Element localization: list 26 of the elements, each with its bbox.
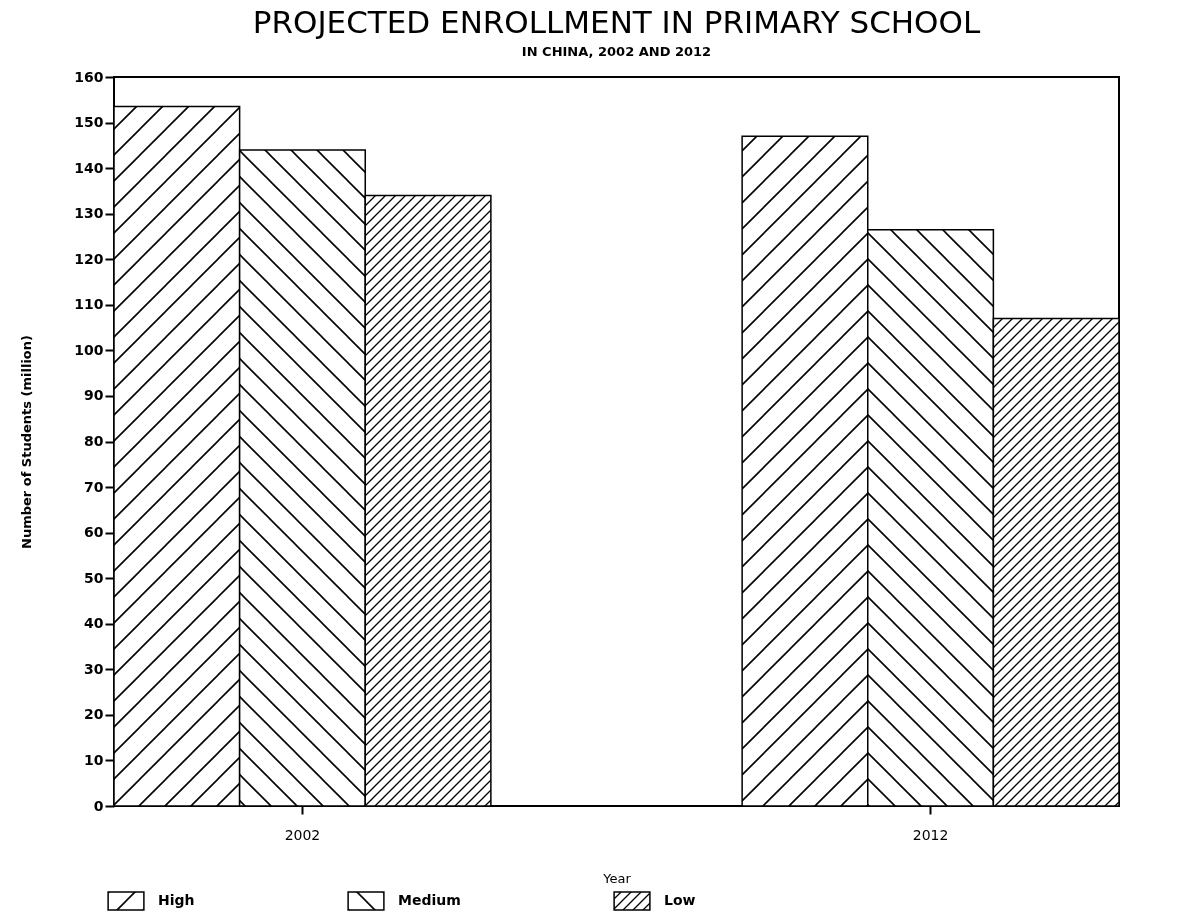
y-tick-label: 0	[93, 797, 104, 814]
x-tick-label: 2012	[912, 826, 949, 843]
y-tick-label: 50	[84, 569, 104, 586]
chart-title: PROJECTED ENROLLMENT IN PRIMARY SCHOOL	[252, 4, 981, 40]
y-tick-label: 80	[84, 433, 104, 449]
y-tick-label: 70	[84, 478, 104, 495]
y-tick-label: 160	[74, 68, 104, 85]
x-axis-title: Year	[602, 870, 632, 886]
y-tick-label: 130	[74, 205, 104, 222]
y-axis-title: Number of Students (million)	[19, 335, 35, 549]
y-tick-label: 30	[84, 660, 104, 677]
chart-subtitle: IN CHINA, 2002 AND 2012	[521, 44, 712, 59]
legend-label: Low	[664, 892, 696, 909]
y-tick-label: 40	[84, 615, 104, 632]
x-tick-label: 2002	[284, 826, 321, 843]
legend-label: High	[158, 892, 195, 909]
y-tick-label: 60	[84, 524, 104, 541]
y-tick-label: 100	[74, 341, 104, 358]
y-tick-label: 90	[84, 387, 104, 404]
y-tick-label: 120	[74, 250, 104, 267]
y-tick-label: 20	[84, 706, 104, 723]
legend-label: Medium	[398, 892, 461, 909]
y-tick-label: 150	[74, 114, 104, 131]
y-tick-label: 110	[74, 296, 104, 313]
y-tick-label: 10	[84, 751, 104, 768]
y-tick-label: 140	[74, 159, 104, 176]
